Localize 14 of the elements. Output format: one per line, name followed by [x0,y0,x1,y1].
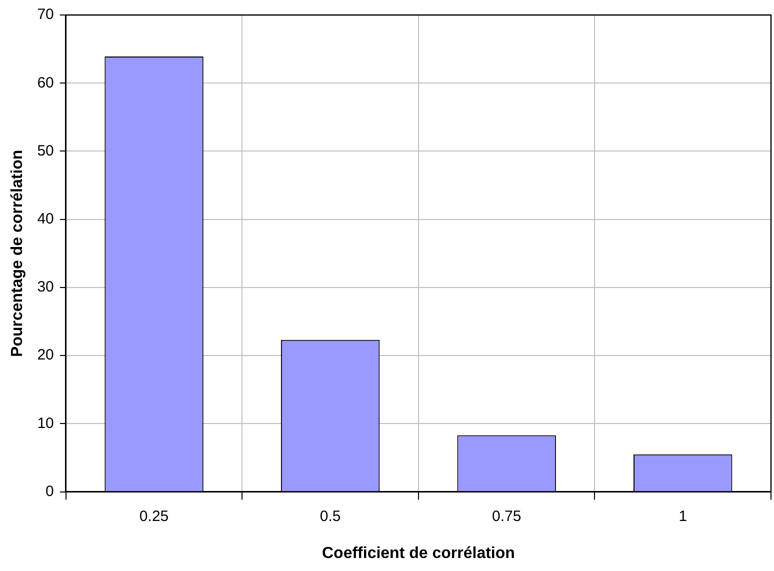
y-axis-title: Pourcentage de corrélation [9,150,26,357]
y-tick-label: 60 [37,74,54,92]
y-tick-label: 70 [37,6,54,24]
y-tick-label: 50 [37,142,54,160]
x-tick-label: 1 [678,508,688,525]
y-tick-label: 40 [37,210,54,228]
x-tick-label: 0.5 [320,508,341,525]
y-tick-label: 20 [37,346,54,364]
x-axis-title: Coefficient de corrélation [322,544,515,562]
x-tick-label: 0.75 [492,508,522,525]
y-tick-label: 10 [37,414,54,432]
y-tick-label: 0 [46,482,54,500]
x-tick-label: 0.25 [139,508,169,525]
y-tick-label: 30 [37,278,54,296]
